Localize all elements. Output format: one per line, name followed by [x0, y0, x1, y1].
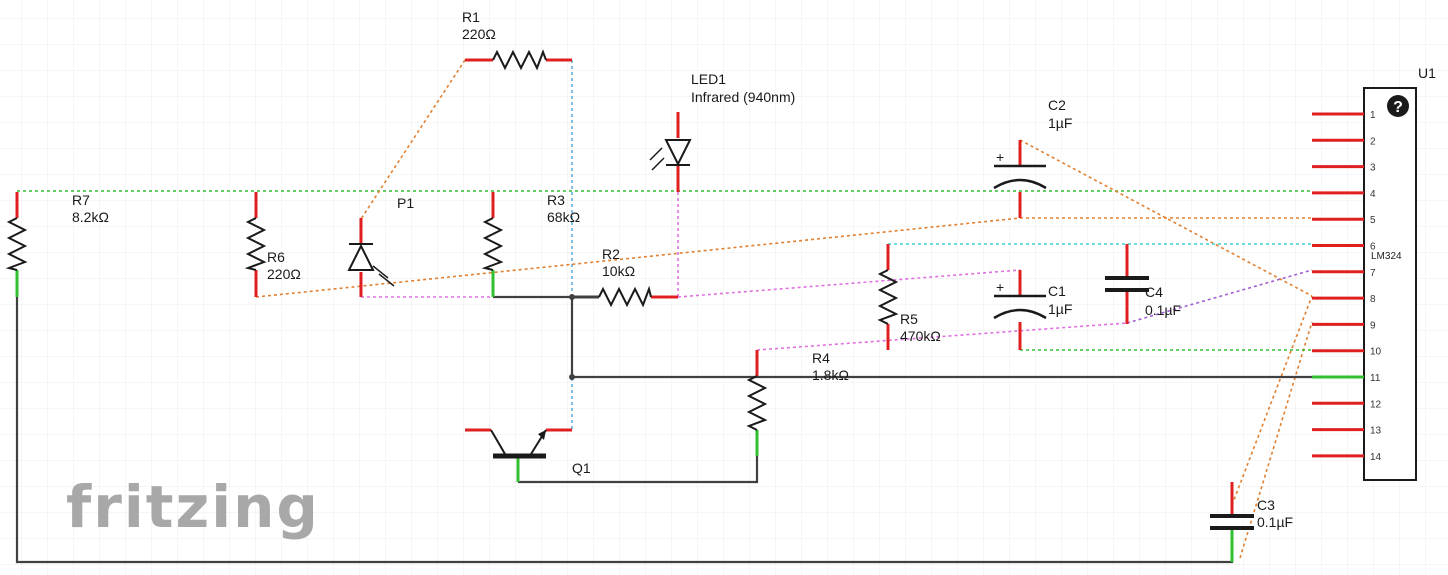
r6-ref: R6: [267, 249, 285, 265]
r5-ref: R5: [900, 311, 918, 327]
ratsnest-orange-c3-pin8[interactable]: [1231, 295, 1313, 506]
resistor-r2[interactable]: R2 10kΩ: [572, 246, 678, 308]
u1-pin-label-12: 12: [1370, 399, 1382, 410]
wire-junction: [569, 374, 575, 380]
resistor-r4[interactable]: R4 1.8kΩ: [746, 350, 849, 456]
fritzing-watermark: fritzing: [66, 473, 320, 541]
u1-pin-label-13: 13: [1370, 426, 1382, 437]
ratsnest-pink-c4-u1[interactable]: [1126, 269, 1313, 324]
ratsnest-pink-r4-c4[interactable]: [756, 322, 1128, 351]
c1-value: 1µF: [1048, 301, 1072, 317]
u1-pin-label-4: 4: [1370, 189, 1376, 200]
u1-pin-label-10: 10: [1370, 347, 1382, 358]
u1-pin-label-2: 2: [1370, 136, 1376, 147]
capacitor-c4[interactable]: C4 0.1µF: [1105, 244, 1181, 324]
c1-plus: +: [996, 279, 1004, 295]
c4-value: 0.1µF: [1145, 302, 1181, 318]
capacitor-c2[interactable]: + C2 1µF: [993, 97, 1072, 218]
capacitor-c3[interactable]: C3 0.1µF: [1210, 482, 1293, 562]
resistor-r6[interactable]: R6 220Ω: [244, 192, 301, 297]
transistor-q1[interactable]: Q1: [465, 428, 591, 482]
c3-ref: C3: [1257, 497, 1275, 513]
led1-ref: LED1: [691, 71, 726, 87]
r3-value: 68kΩ: [547, 209, 580, 225]
wire-q1-r4[interactable]: [518, 456, 759, 484]
led1-value: Infrared (940nm): [691, 89, 795, 105]
r4-ref: R4: [812, 350, 830, 366]
help-icon[interactable]: [1387, 95, 1409, 117]
u1-pin-label-6: 6: [1370, 242, 1376, 253]
u1-body: [1363, 87, 1417, 481]
u1-pin-label-14: 14: [1370, 452, 1382, 463]
r3-ref: R3: [547, 192, 565, 208]
r1-value: 220Ω: [462, 26, 496, 42]
capacitor-c1[interactable]: + C1 1µF: [993, 270, 1072, 350]
resistor-r3[interactable]: R3 68kΩ: [481, 192, 580, 297]
u1-pin-label-7: 7: [1370, 268, 1376, 279]
r7-value: 8.2kΩ: [72, 209, 109, 225]
c2-plus: +: [996, 149, 1004, 165]
r6-value: 220Ω: [267, 266, 301, 282]
r2-value: 10kΩ: [602, 263, 635, 279]
ratsnest-orange-r1-p1[interactable]: [360, 59, 466, 220]
r7-ref: R7: [72, 192, 90, 208]
photodiode-p1[interactable]: P1: [347, 195, 414, 297]
resistor-r7[interactable]: R7 8.2kΩ: [5, 192, 109, 297]
ratsnest-orange-r6-c2[interactable]: [255, 217, 1021, 298]
ratsnest-orange-c2-pin8[interactable]: [1019, 139, 1313, 297]
c4-ref: C4: [1145, 284, 1163, 300]
u1-part: LM324: [1371, 251, 1402, 262]
p1-ref: P1: [397, 195, 414, 211]
c2-ref: C2: [1048, 97, 1066, 113]
ratsnest-orange-c3-pin9[interactable]: [1239, 321, 1313, 559]
r2-ref: R2: [602, 246, 620, 262]
c1-ref: C1: [1048, 283, 1066, 299]
u1-pin-label-9: 9: [1370, 320, 1376, 331]
u1-ref: U1: [1418, 65, 1436, 81]
r5-value: 470kΩ: [900, 328, 941, 344]
resistor-r1[interactable]: R1 220Ω: [462, 9, 572, 71]
help-glyph: ?: [1393, 99, 1403, 116]
c2-value: 1µF: [1048, 115, 1072, 131]
r4-value: 1.8kΩ: [812, 367, 849, 383]
u1-pin-label-3: 3: [1370, 163, 1376, 174]
u1-pin-label-11: 11: [1370, 373, 1381, 384]
u1-pin-label-8: 8: [1370, 294, 1376, 305]
r1-ref: R1: [462, 9, 480, 25]
u1-pin-label-5: 5: [1370, 215, 1376, 226]
resistor-r5[interactable]: R5 470kΩ: [877, 244, 941, 350]
u1-pin-label-1: 1: [1370, 110, 1376, 121]
c3-value: 0.1µF: [1257, 514, 1293, 530]
led-led1[interactable]: LED1 Infrared (940nm): [649, 71, 795, 192]
q1-ref: Q1: [572, 460, 591, 476]
